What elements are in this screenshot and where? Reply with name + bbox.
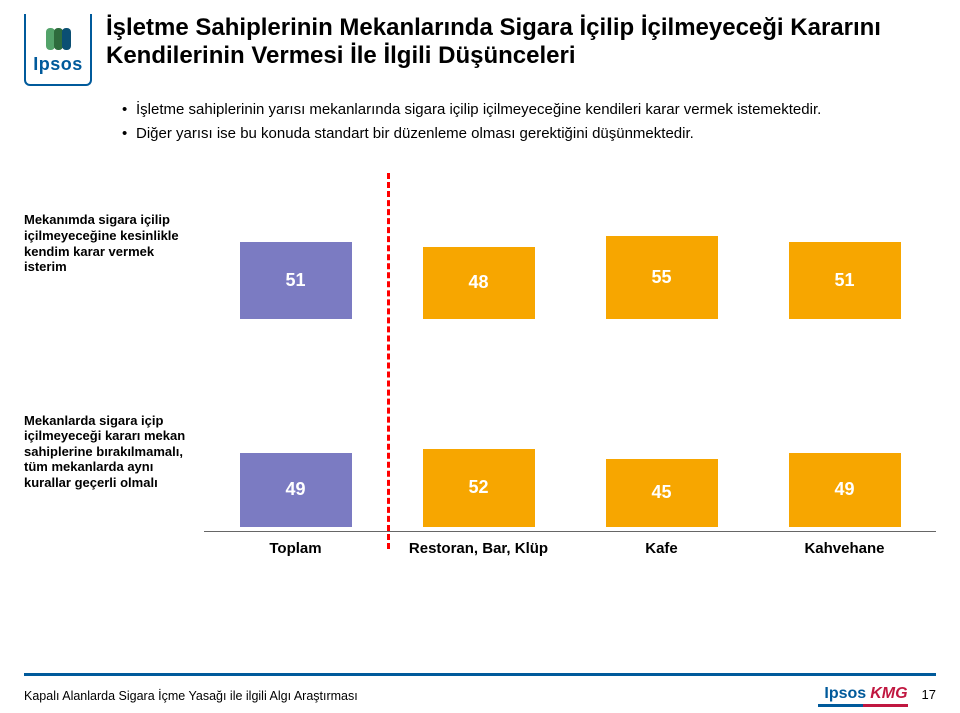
footer-logo-kmg: KMG	[870, 685, 907, 703]
axis-label: Toplam	[204, 532, 387, 557]
bar: 48	[423, 247, 535, 319]
bar-wrap: 45	[570, 377, 753, 527]
bar-group: 51 48 55 51	[204, 169, 936, 319]
axis-labels: ToplamRestoran, Bar, KlüpKafeKahvehane	[204, 531, 936, 557]
bar-group: 49 52 45 49	[204, 377, 936, 527]
footer-logo-ipsos: Ipsos	[824, 685, 866, 703]
bar-wrap: 52	[387, 377, 570, 527]
axis-label: Kafe	[570, 532, 753, 557]
bullet-list: İşletme sahiplerinin yarısı mekanlarında…	[122, 100, 936, 145]
series-label: Mekanımda sigara içilip içilmeyeceğine k…	[24, 212, 204, 274]
footer-logo-underline	[818, 704, 908, 707]
logo-glyph	[46, 28, 71, 50]
bar-wrap: 51	[204, 169, 387, 319]
page-number: 17	[922, 687, 936, 702]
axis-row: ToplamRestoran, Bar, KlüpKafeKahvehane	[24, 531, 936, 557]
bar: 51	[240, 242, 352, 319]
chart: Mekanımda sigara içilip içilmeyeceğine k…	[24, 169, 936, 597]
footer-divider	[24, 673, 936, 676]
bullet-item: Diğer yarısı ise bu konuda standart bir …	[122, 124, 936, 144]
bar: 45	[606, 459, 718, 527]
bullet-item: İşletme sahiplerinin yarısı mekanlarında…	[122, 100, 936, 120]
bar-wrap: 55	[570, 169, 753, 319]
page-title: İşletme Sahiplerinin Mekanlarında Sigara…	[106, 14, 936, 69]
bar-wrap: 48	[387, 169, 570, 319]
row-gap	[24, 319, 936, 377]
logo-text: Ipsos	[33, 54, 83, 75]
axis-label: Restoran, Bar, Klüp	[387, 532, 570, 557]
footer-logo: Ipsos KMG	[824, 685, 907, 703]
logo: Ipsos	[24, 14, 92, 86]
bar: 51	[789, 242, 901, 319]
axis-label: Kahvehane	[753, 532, 936, 557]
footer-right: Ipsos KMG 17	[824, 683, 936, 703]
bar: 49	[789, 453, 901, 527]
bar: 49	[240, 453, 352, 527]
chart-row: Mekanımda sigara içilip içilmeyeceğine k…	[24, 169, 936, 319]
bar: 55	[606, 236, 718, 319]
footer-text: Kapalı Alanlarda Sigara İçme Yasağı ile …	[24, 683, 358, 703]
header: Ipsos İşletme Sahiplerinin Mekanlarında …	[24, 14, 936, 86]
bar-wrap: 49	[204, 377, 387, 527]
page-root: Ipsos İşletme Sahiplerinin Mekanlarında …	[0, 0, 960, 713]
bar-wrap: 49	[753, 377, 936, 527]
footer: Kapalı Alanlarda Sigara İçme Yasağı ile …	[0, 673, 960, 713]
bar: 52	[423, 449, 535, 527]
series-label: Mekanlarda sigara içip içilmeyeceği kara…	[24, 413, 204, 491]
bar-wrap: 51	[753, 169, 936, 319]
chart-row: Mekanlarda sigara içip içilmeyeceği kara…	[24, 377, 936, 527]
